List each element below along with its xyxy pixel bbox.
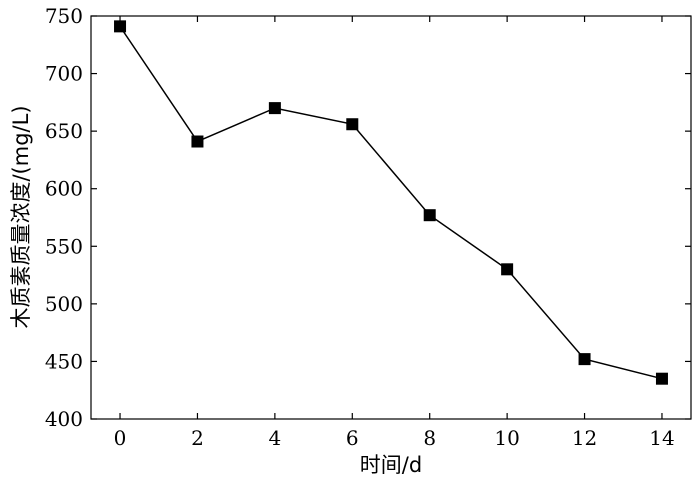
y-tick-label: 600 [45, 177, 83, 201]
x-tick-label: 8 [423, 426, 436, 450]
x-axis: 0 2 4 6 8 10 12 14 [114, 16, 675, 450]
x-tick-label: 2 [191, 426, 204, 450]
y-tick-label: 450 [45, 349, 83, 373]
x-tick-label: 6 [346, 426, 359, 450]
x-axis-title: 时间/d [360, 453, 422, 477]
data-point-marker [114, 20, 127, 33]
y-axis: 400 450 500 550 600 650 700 750 [45, 4, 691, 431]
data-point-marker [655, 372, 668, 385]
y-tick-label: 750 [45, 4, 83, 28]
x-tick-label: 12 [572, 426, 597, 450]
data-point-marker [578, 353, 591, 366]
y-axis-title: 木质素质量浓度/(mg/L) [9, 105, 33, 328]
data-point-marker [501, 263, 514, 276]
data-point-marker [346, 118, 359, 131]
plot-frame [90, 15, 692, 420]
x-tick-label: 10 [494, 426, 519, 450]
series-line [119, 25, 663, 380]
y-tick-label: 700 [45, 62, 83, 86]
y-tick-label: 400 [45, 407, 83, 431]
y-tick-label: 550 [45, 234, 83, 258]
data-point-marker [191, 135, 204, 148]
data-point-marker [268, 102, 281, 115]
y-tick-label: 650 [45, 119, 83, 143]
data-markers [114, 20, 668, 385]
x-tick-label: 14 [649, 426, 674, 450]
y-tick-label: 500 [45, 292, 83, 316]
data-point-marker [423, 209, 436, 222]
x-tick-label: 4 [269, 426, 282, 450]
x-tick-label: 0 [114, 426, 127, 450]
